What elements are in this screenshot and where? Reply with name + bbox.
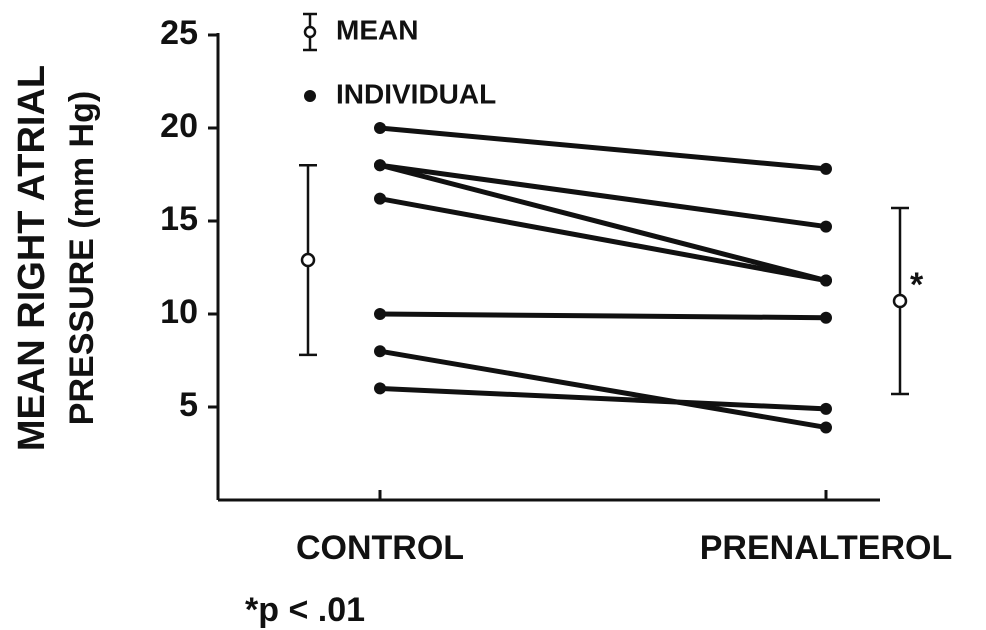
legend-individual-symbol bbox=[304, 90, 316, 102]
individual-line bbox=[379, 348, 827, 430]
y-tick-label: 10 bbox=[160, 293, 198, 331]
y-tick-label: 25 bbox=[160, 14, 198, 52]
individual-line bbox=[379, 385, 827, 412]
individual-line bbox=[379, 196, 827, 283]
individual-point bbox=[820, 402, 832, 415]
mean-point bbox=[300, 252, 316, 268]
legend-label: MEAN bbox=[336, 14, 418, 45]
individual-point bbox=[820, 311, 832, 324]
individual-point bbox=[374, 308, 386, 320]
individual-point bbox=[374, 159, 386, 172]
y-tick-label: 20 bbox=[160, 107, 198, 145]
y-axis-label: MEAN RIGHT ATRIAL bbox=[11, 65, 53, 451]
individual-line bbox=[379, 311, 827, 321]
annotation: * bbox=[910, 266, 924, 304]
individual-line bbox=[379, 162, 827, 283]
y-tick-label: 5 bbox=[179, 386, 198, 424]
x-tick-label: PRENALTEROL bbox=[700, 529, 952, 567]
individual-point bbox=[820, 220, 832, 233]
footnote: *p < .01 bbox=[245, 591, 365, 629]
individual-point bbox=[820, 421, 832, 434]
y-tick-label: 15 bbox=[160, 200, 198, 238]
y-axis-label: PRESSURE (mm Hg) bbox=[63, 91, 101, 425]
individual-point bbox=[820, 274, 832, 287]
legend-mean-symbol bbox=[303, 12, 317, 52]
mean-point bbox=[892, 293, 908, 309]
individual-line bbox=[379, 162, 827, 230]
individual-line bbox=[379, 125, 827, 172]
individual-point bbox=[374, 382, 386, 395]
individual-point bbox=[374, 122, 386, 134]
individual-point bbox=[820, 162, 832, 175]
x-tick-label: CONTROL bbox=[296, 529, 464, 567]
legend-label: INDIVIDUAL bbox=[336, 78, 496, 109]
individual-point bbox=[374, 192, 386, 205]
individual-point bbox=[374, 345, 386, 358]
